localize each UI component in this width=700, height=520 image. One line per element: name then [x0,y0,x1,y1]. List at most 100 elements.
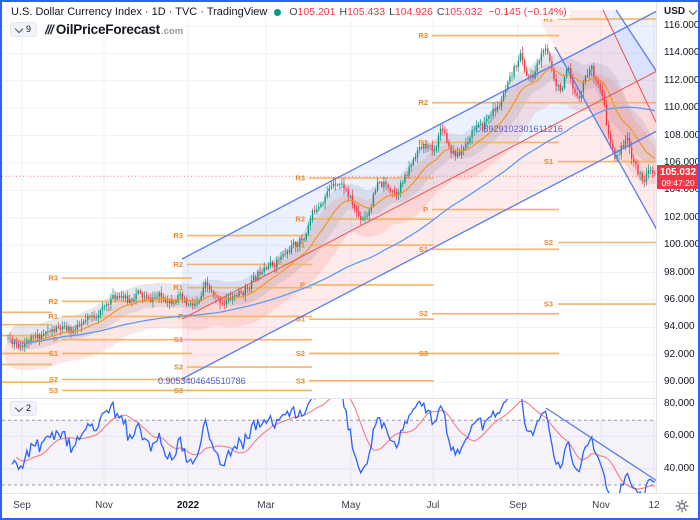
indicators-count: 9 [26,24,32,34]
symbol-title[interactable]: U.S. Dollar Currency Index · 1D · TVC · … [11,6,268,18]
pivot-label: S1 [544,157,553,166]
pivot-label: R2 [173,260,183,269]
price-tick: 108.000 [664,130,700,141]
pivot-label: S3 [544,300,553,309]
pivot-label: S2 [296,349,305,358]
pivot-label: R3 [48,274,58,283]
rsi-signal-line [16,399,655,490]
pivot-label: R2 [418,98,428,107]
chevron-down-icon [688,6,698,15]
pivot-label: R1 [173,283,183,292]
pivot-label: R3 [173,231,183,240]
oilpriceforecast-logo[interactable]: /// OilPriceForecast .com [45,22,183,37]
logo-slashes-icon: /// [45,22,54,37]
pivot-label: R2 [295,215,305,224]
time-tick: Nov [95,500,113,511]
time-tick: 12 [648,500,660,511]
last-price-label: 105.032 09:47:20 [657,165,698,189]
time-tick: Mar [257,500,275,511]
pivot-label: P [300,280,305,289]
pivot-label: S2 [49,375,58,384]
oscillator-count: 2 [26,403,32,413]
high-value: 105.433 [347,6,386,18]
chart-legend: U.S. Dollar Currency Index · 1D · TVC · … [8,5,570,38]
logo-tld: .com [160,26,184,37]
last-price-value: 105.032 [659,167,697,178]
open-value: 105.201 [297,6,336,18]
price-axis[interactable]: USD 116.000 114.000 112.000 110.000 108.000 1… [656,2,700,493]
pivot-label: P [423,205,428,214]
price-tick: 104.000 [664,184,700,195]
price-tick: 106.000 [664,157,700,168]
time-tick: May [341,500,361,511]
pivot-label: S1 [419,245,428,254]
price-tick: 90.000 [664,376,695,387]
pivot-label: R3 [418,31,428,40]
pivot-label: S1 [174,335,183,344]
oscillator-collapse-chip[interactable]: 2 [10,401,38,416]
open-label: O [289,6,298,18]
pivot-label: S1 [296,315,305,324]
indicators-collapse-chip[interactable]: 9 [10,22,38,37]
level-annotation-upper: 0.8929102301611216 [476,124,563,134]
rsi-line [11,399,655,494]
time-tick: Jul [426,500,440,511]
osc-tick: 80.000 [664,398,695,409]
logo-name: OilPriceForecast [55,22,160,37]
price-tick: 94.000 [664,321,695,332]
pivot-label: R1 [418,138,428,147]
price-tick: 110.000 [664,102,700,113]
price-tick: 114.000 [664,47,700,58]
price-tick: 96.000 [664,294,695,305]
pivot-label: S2 [544,238,553,247]
pivot-label: R1 [48,312,58,321]
low-label: L [389,6,395,18]
pivot-label: S3 [49,386,58,395]
pivot-label: S3 [296,376,305,385]
close-value: 105.032 [444,6,483,18]
bar-countdown: 09:47:20 [661,178,695,188]
price-tick: 116.000 [664,20,700,31]
high-label: H [339,6,348,18]
low-value: 104.926 [394,6,433,18]
price-tick: 112.000 [664,75,700,86]
chevron-down-icon [14,403,24,412]
change-value: −0.145 (−0.14%) [488,6,567,18]
time-tick: Nov [592,500,610,511]
price-tick: 100.000 [664,239,700,250]
currency-label: USD [664,6,686,17]
indicators-legend-row: 9 /// OilPriceForecast .com [8,21,186,38]
level-annotation-lower: 0.9053404645510786 [158,376,246,386]
slow-ma-line [12,106,655,345]
pink-cloud [3,63,657,371]
time-tick: Sep [509,500,527,511]
settings-gear-icon[interactable] [675,499,689,513]
rsi-pane [2,399,657,494]
osc-tick: 60.000 [664,430,695,441]
price-tick: 92.000 [664,349,695,360]
time-tick: 2022 [176,500,200,511]
pivot-label: P [53,335,58,344]
osc-tick: 40.000 [664,463,695,474]
pivot-label: R2 [48,297,58,306]
price-tick: 98.000 [664,267,695,278]
pivot-label: R1 [543,15,553,24]
symbol-legend-row: U.S. Dollar Currency Index · 1D · TVC · … [8,5,570,19]
price-tick: 102.000 [664,212,700,223]
currency-dropdown[interactable]: USD [664,6,698,17]
fast-ma-line [12,68,656,343]
chevron-down-icon [14,24,24,33]
pivot-label: S3 [174,386,183,395]
channel-lines[interactable] [181,9,657,380]
close-label: C [436,6,445,18]
time-tick: Sep [13,500,31,511]
pivot-label: S1 [49,349,58,358]
pivot-label: S2 [419,309,428,318]
pivot-label: S3 [419,349,428,358]
pivot-label: R3 [295,174,305,183]
time-axis[interactable]: Sep Nov 2022 Mar May Jul Sep Nov 12 [2,493,698,518]
ohlc-values: O105.201 H105.433 L104.926 C105.032 −0.145 (… [289,6,566,18]
market-status-dot [274,8,282,16]
